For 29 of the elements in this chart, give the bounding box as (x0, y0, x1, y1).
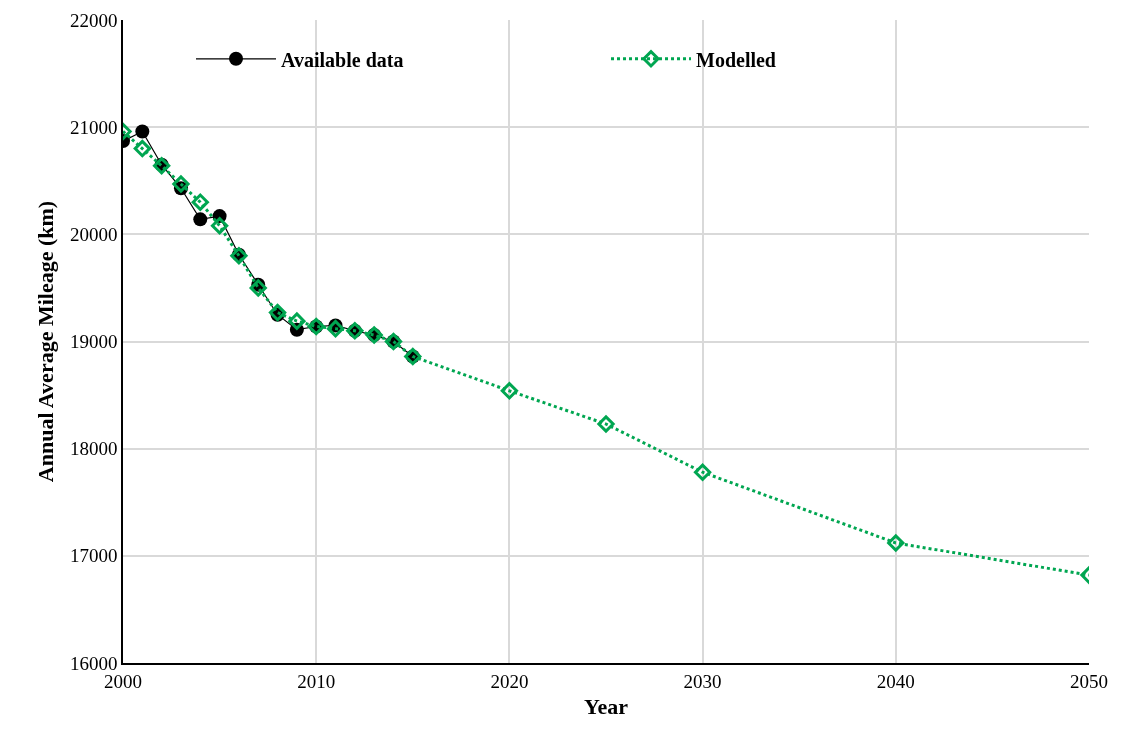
x-tick-label: 2040 (876, 670, 915, 692)
point (135, 124, 150, 139)
y-tick-label: 19000 (69, 331, 118, 353)
y-tick-label: 21000 (69, 116, 118, 138)
y-tick-label: 20000 (69, 223, 118, 245)
legend-label: Available data (281, 48, 404, 71)
point (887, 534, 905, 552)
point (133, 139, 151, 158)
x-tick-label: 2020 (490, 670, 529, 692)
point (249, 279, 267, 297)
point (326, 319, 345, 338)
point (288, 312, 306, 330)
y-axis-title: Annual Average Mileage (km) (33, 200, 59, 483)
point (210, 217, 229, 235)
y-tick-label: 17000 (69, 545, 118, 567)
legend-label: Modelled (696, 48, 776, 71)
point (597, 415, 615, 433)
point (268, 303, 287, 322)
point (172, 175, 190, 193)
x-tick-label: 2050 (1070, 670, 1108, 692)
x-tick-label: 2030 (683, 670, 722, 692)
y-tick-label: 22000 (69, 9, 118, 31)
x-tick-label: 2010 (297, 670, 336, 692)
x-axis-title: Year (584, 693, 629, 719)
point (693, 463, 712, 481)
point (500, 382, 519, 400)
point (191, 193, 209, 211)
y-tick-label: 18000 (69, 438, 118, 460)
point (193, 212, 208, 227)
